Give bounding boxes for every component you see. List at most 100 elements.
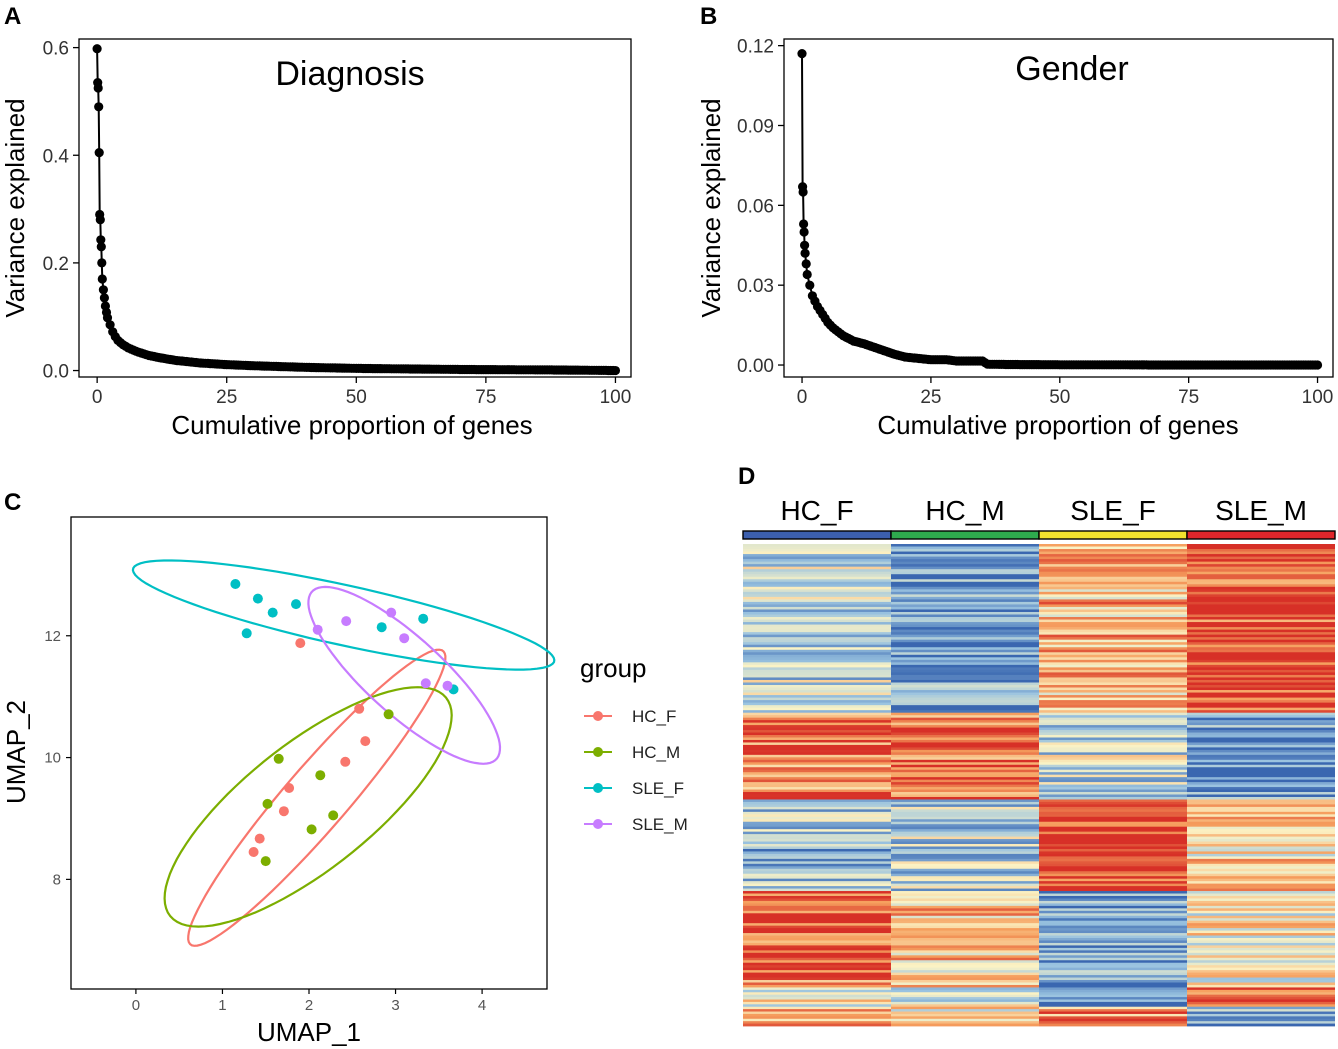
heatmap-cell <box>891 1011 1039 1015</box>
heatmap-cell <box>743 752 891 756</box>
heatmap-cell <box>743 744 891 748</box>
heatmap-cell <box>891 769 1039 773</box>
heatmap-cell <box>743 609 891 613</box>
heatmap-cell <box>743 851 891 855</box>
heatmap-cell <box>1039 940 1187 944</box>
heatmap-cell <box>1187 913 1335 917</box>
heatmap-cell <box>743 891 891 894</box>
heatmap-cell <box>1039 905 1187 909</box>
heatmap-cell <box>1039 737 1187 741</box>
heatmap-cell <box>1039 888 1187 892</box>
panel-c-ellipses <box>131 559 556 947</box>
heatmap-cell <box>743 619 891 623</box>
heatmap-cell <box>1039 975 1187 978</box>
heatmap-cell <box>743 1011 891 1015</box>
heatmap-cell <box>891 960 1039 964</box>
heatmap-cell <box>743 866 891 870</box>
heatmap-cell <box>743 977 891 981</box>
heatmap-cell <box>1187 642 1335 646</box>
heatmap-cell <box>743 710 891 714</box>
heatmap-cell <box>891 581 1039 585</box>
heatmap-cell <box>1039 564 1187 568</box>
legend-key-dot <box>593 783 603 793</box>
heatmap-cell <box>891 841 1039 845</box>
heatmap-cell <box>1187 559 1335 563</box>
heatmap-cell <box>743 647 891 651</box>
heatmap-cell <box>891 848 1039 852</box>
heatmap-cell <box>1039 987 1187 991</box>
heatmap-cell <box>743 905 891 909</box>
heatmap-cell <box>891 725 1039 728</box>
a-data-point <box>92 44 102 54</box>
heatmap-cell <box>1039 769 1187 773</box>
a-data-point <box>610 365 621 376</box>
heatmap-cell <box>1187 851 1335 855</box>
heatmap-cell <box>891 846 1039 850</box>
heatmap-cell <box>1187 972 1335 976</box>
heatmap-cell <box>891 858 1039 862</box>
point-hc-f <box>284 783 295 793</box>
heatmap-cell <box>1039 637 1187 641</box>
heatmap-cell <box>1187 672 1335 676</box>
heatmap-cell <box>1187 789 1335 793</box>
heatmap-cell <box>1187 905 1335 909</box>
heatmap-cell <box>891 999 1039 1003</box>
heatmap-cell <box>743 806 891 810</box>
ellipse-sle-m <box>307 585 502 765</box>
heatmap-cell <box>743 886 891 889</box>
heatmap-cell <box>891 826 1039 830</box>
heatmap-cell <box>1039 1011 1187 1015</box>
heatmap-cell <box>743 727 891 731</box>
panel-a-plot-frame <box>78 38 632 378</box>
heatmap-cell <box>1039 851 1187 855</box>
heatmap-cell <box>891 905 1039 909</box>
heatmap-cell <box>1187 624 1335 628</box>
heatmap-cell <box>1039 584 1187 588</box>
heatmap-cell <box>891 559 1039 563</box>
heatmap-cell <box>1187 1018 1335 1022</box>
heatmap-cell <box>1187 581 1335 585</box>
heatmap-cell <box>891 873 1039 877</box>
heatmap-cell <box>743 873 891 877</box>
heatmap-cell <box>891 994 1039 998</box>
heatmap-cell <box>1039 994 1187 998</box>
heatmap-cell <box>1187 677 1335 681</box>
heatmap-cell <box>891 928 1039 931</box>
heatmap-cell <box>891 938 1039 941</box>
heatmap-cell <box>1039 824 1187 828</box>
heatmap-cell <box>891 690 1039 693</box>
heatmap-cell <box>891 801 1039 805</box>
heatmap-cell <box>891 876 1039 880</box>
heatmap-cell <box>1039 903 1187 907</box>
heatmap-cell <box>743 856 891 860</box>
heatmap-cell <box>743 913 891 917</box>
heatmap-cell <box>891 977 1039 981</box>
heatmap-cell <box>1039 551 1187 555</box>
heatmap-cell <box>743 601 891 605</box>
heatmap-cell <box>1187 664 1335 668</box>
heatmap-cell <box>743 982 891 986</box>
heatmap-cell <box>1187 970 1335 974</box>
heatmap-cell <box>1039 989 1187 993</box>
heatmap-cell <box>1039 910 1187 914</box>
heatmap-cell <box>1039 774 1187 778</box>
heatmap-cell <box>891 667 1039 671</box>
heatmap-cell <box>891 1006 1039 1010</box>
heatmap-cell <box>1187 601 1335 605</box>
heatmap-cell <box>1187 997 1335 1000</box>
b-data-point <box>799 219 809 229</box>
heatmap-cell <box>743 649 891 653</box>
heatmap-cell <box>743 559 891 563</box>
heatmap-cell <box>1187 667 1335 671</box>
heatmap-cell <box>1187 883 1335 887</box>
heatmap-cell <box>743 824 891 828</box>
c-y-tick-label: 10 <box>44 750 61 767</box>
heatmap-cell <box>891 1023 1039 1027</box>
heatmap-cell <box>743 794 891 798</box>
heatmap-cell <box>891 970 1039 974</box>
a-x-tick-label: 25 <box>216 387 237 408</box>
heatmap-cell <box>1039 777 1187 781</box>
heatmap-cell <box>1039 784 1187 788</box>
heatmap-cell <box>1187 554 1335 557</box>
heatmap-cell <box>1039 881 1187 885</box>
